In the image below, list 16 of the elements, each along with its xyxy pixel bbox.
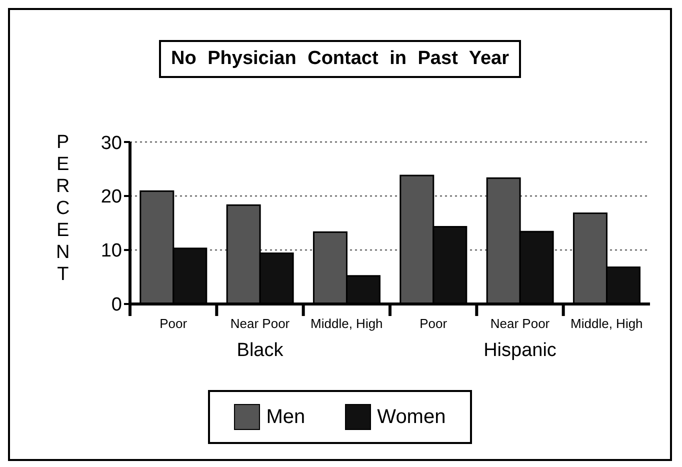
x-tick-label: Near Poor: [230, 316, 290, 331]
text: Black: [236, 340, 284, 362]
x-tick-label: Poor: [160, 316, 188, 331]
legend-label: Men: [266, 406, 306, 428]
x-tick-label: Middle, High: [310, 316, 383, 331]
legend-label: Women: [377, 406, 446, 428]
y-axis-title: PERCENT: [56, 132, 70, 286]
y-tick-label: 10: [100, 240, 122, 262]
y-tick-label: 30: [100, 132, 122, 154]
x-tick-label: Near Poor: [490, 316, 550, 331]
y-tick-label: 0: [111, 294, 122, 316]
y-tick-label: 20: [100, 186, 122, 208]
x-tick-label: Middle, High: [570, 316, 643, 331]
x-tick-label: Poor: [420, 316, 448, 331]
text: Hispanic: [482, 340, 558, 362]
chart-title: No Physician Contact in Past Year: [159, 40, 521, 78]
